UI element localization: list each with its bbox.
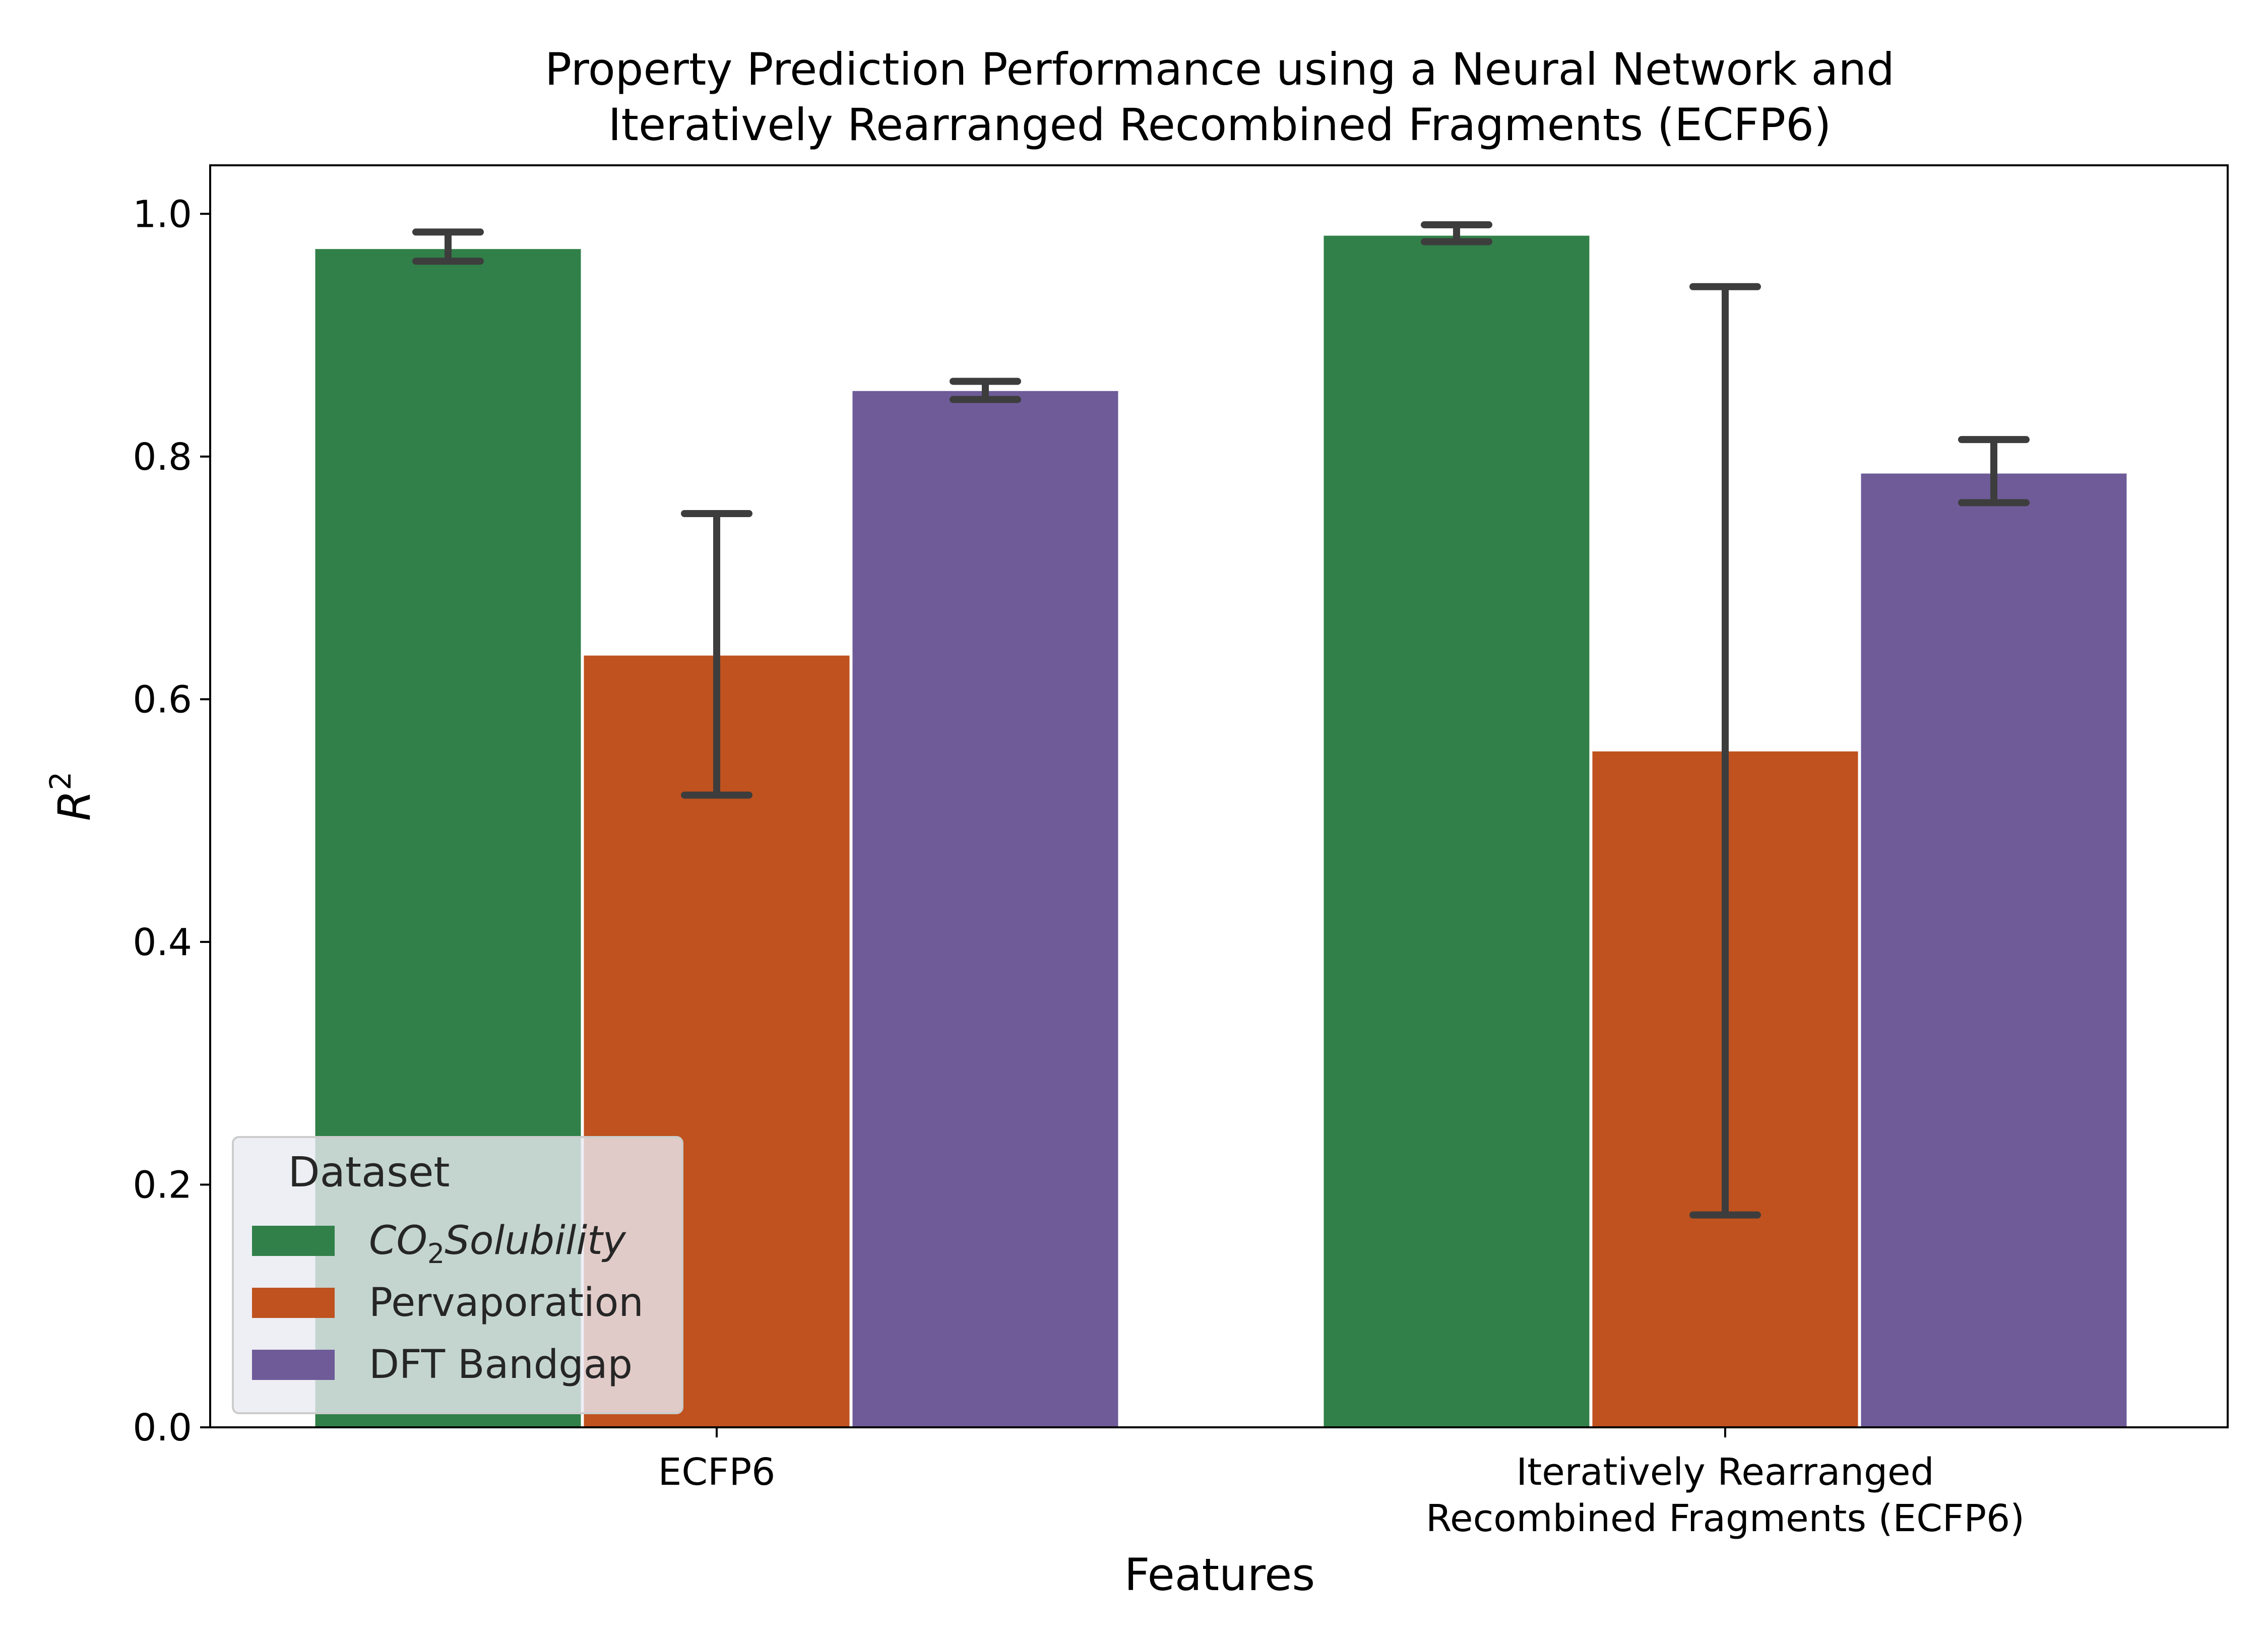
bar [1324, 235, 1590, 1427]
legend-swatch [252, 1350, 335, 1380]
legend-swatch [252, 1226, 335, 1256]
x-tick-label: ECFP6 [658, 1451, 776, 1494]
legend-swatch [252, 1288, 335, 1318]
y-tick-label: 0.6 [133, 678, 192, 721]
y-tick-label: 0.4 [133, 921, 192, 964]
legend: Dataset CO2Solubility Pervaporation DFT Ban… [232, 1136, 683, 1414]
chart-title: Property Prediction Performance using a … [545, 43, 1895, 151]
bar [1861, 473, 2127, 1427]
plot-frame [209, 164, 2229, 1428]
y-tick-label: 1.0 [133, 193, 192, 236]
legend-title: Dataset [288, 1149, 450, 1196]
legend-box [232, 1136, 683, 1414]
y-axis-label-sup: 2 [43, 772, 78, 790]
y-axis-label: R2 [43, 772, 100, 821]
error-bars-layer [412, 221, 2030, 1219]
legend-label: Pervaporation [369, 1280, 644, 1326]
x-tick-label: Recombined Fragments (ECFP6) [1426, 1497, 2025, 1540]
x-tick-label: Iteratively Rearranged [1516, 1451, 1934, 1494]
y-axis-label-base: R [48, 790, 100, 821]
legend-label: CO2Solubility [369, 1218, 627, 1270]
y-axis: 0.0 0.2 0.4 0.6 0.8 1.0 [133, 193, 210, 1450]
chart-title-line-2: Iteratively Rearranged Recombined Fragme… [608, 99, 1832, 151]
bar [852, 391, 1118, 1427]
y-tick-label: 0.0 [133, 1406, 192, 1450]
x-axis-label: Features [1124, 1549, 1315, 1601]
chart-title-line-1: Property Prediction Performance using a … [545, 43, 1895, 95]
y-tick-label: 0.8 [133, 435, 192, 479]
legend-label: DFT Bandgap [369, 1342, 633, 1388]
y-tick-label: 0.2 [133, 1163, 192, 1207]
